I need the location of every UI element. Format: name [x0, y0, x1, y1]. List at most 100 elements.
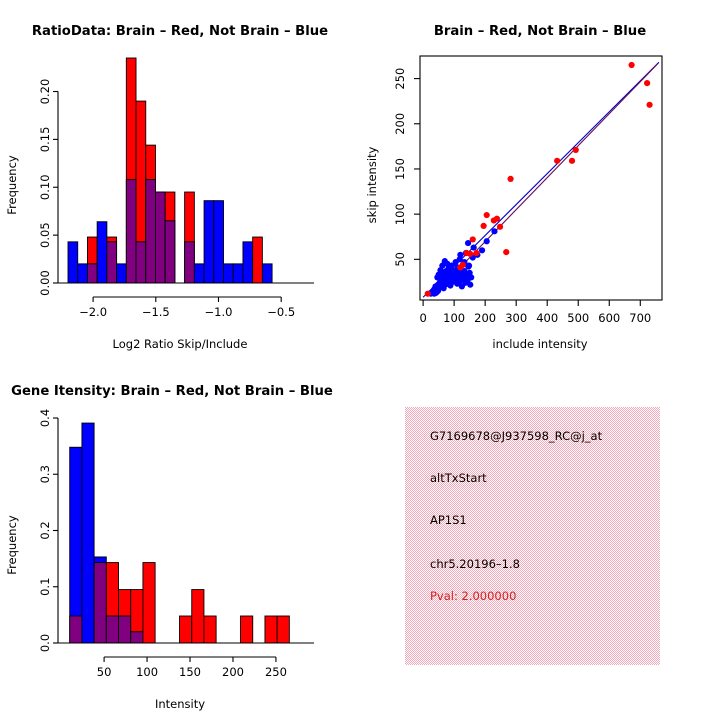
ratio-bar-overlap: [164, 220, 176, 284]
gene-y-tick-label: 0.1: [38, 578, 52, 596]
scatter-point: [434, 287, 442, 295]
ratio-y-tick-label: 0.10: [38, 174, 52, 200]
panel-gene-intensity-histogram: Gene Itensity: Brain – Red, Not Brain – …: [0, 360, 360, 720]
ratio-y-tick-label: 0.15: [38, 127, 52, 153]
scatter-point: [628, 61, 635, 69]
scatter-point: [465, 262, 473, 269]
scatter-x-tick-label: 600: [598, 311, 620, 325]
ratio-bar: [242, 241, 254, 284]
ratio-bar: [213, 200, 224, 284]
scatter-point: [459, 261, 466, 268]
gene-x-axis-label: Intensity: [155, 697, 205, 711]
ratio-bar: [261, 263, 273, 284]
gene-x-tick-label: 100: [136, 665, 158, 679]
gene-x-tick-label: 250: [265, 665, 287, 679]
gene-y-tick-label: 0.4: [38, 409, 52, 427]
ratio-bar-overlap: [135, 241, 147, 284]
info-event-type: altTxStart: [430, 471, 487, 485]
info-gene-symbol: AP1S1: [430, 513, 467, 527]
scatter-point: [572, 146, 579, 154]
ratio-y-tick-label: 0.00: [38, 270, 52, 296]
ratio-histogram-svg: RatioData: Brain – Red, Not Brain – Blue…: [5, 24, 328, 351]
panel-annotation-info: G7169678@J937598_RC@j_at altTxStart AP1S…: [360, 360, 720, 720]
ratio-histogram-title: RatioData: Brain – Red, Not Brain – Blue: [32, 24, 328, 39]
gene-bar: [203, 615, 217, 644]
ratio-bar: [232, 263, 244, 284]
ratio-bar: [193, 263, 205, 284]
info-pval: Pval: 2.000000: [430, 589, 516, 603]
scatter-point: [554, 157, 561, 164]
ratio-bar-overlap: [106, 241, 118, 284]
ratio-bar-overlap: [125, 179, 137, 284]
gene-bar-overlap: [69, 615, 83, 644]
gene-bar: [240, 615, 254, 644]
ratio-x-tick-label: −1.0: [205, 305, 233, 319]
scatter-point: [493, 215, 501, 222]
gene-y-tick-label: 0.2: [38, 521, 52, 539]
info-probe-id: G7169678@J937598_RC@j_at: [430, 429, 603, 443]
ratio-y-tick-label: 0.20: [38, 79, 52, 105]
scatter-point: [478, 247, 486, 254]
panel-ratio-histogram: RatioData: Brain – Red, Not Brain – Blue…: [0, 0, 360, 360]
ratio-bar-overlap: [184, 241, 195, 284]
gene-plot-area: 0.0 0.1 0.2 0.3 0.4 50 100 150 200 250: [38, 409, 314, 679]
scatter-point: [496, 223, 504, 230]
scatter-point: [480, 222, 487, 229]
scatter-point: [467, 250, 474, 258]
scatter-x-tick-label: 300: [505, 311, 527, 325]
scatter-point: [467, 281, 474, 288]
ratio-plot-area: 0.00 0.05 0.10 0.15 0.20 −2.0 −1.5 −1.0 −0.5: [38, 57, 314, 319]
scatter-point: [464, 239, 472, 247]
scatter-title: Brain – Red, Not Brain – Blue: [434, 24, 646, 39]
gene-bar-overlap: [130, 631, 144, 644]
gene-bar: [179, 615, 193, 644]
gene-x-tick-label: 200: [222, 665, 244, 679]
scatter-plot-area: 0 100 200 300 400 500 600 700 50 100 150 200 250: [393, 55, 663, 325]
gene-y-tick-label: 0.3: [38, 465, 52, 483]
ratio-bar: [77, 263, 88, 284]
scatter-point: [644, 80, 651, 87]
scatter-point: [507, 175, 514, 183]
info-box-background: [405, 407, 660, 665]
scatter-x-tick-label: 400: [536, 311, 558, 325]
ratio-bar-overlap: [86, 263, 98, 284]
scatter-y-axis-label: skip intensity: [365, 146, 379, 223]
scatter-y-tick-label: 250: [393, 68, 407, 90]
ratio-bar: [203, 200, 215, 284]
scatter-x-tick-label: 200: [474, 311, 496, 325]
ratio-y-axis-label: Frequency: [5, 155, 19, 215]
scatter-y-tick-label: 50: [393, 252, 407, 267]
gene-y-axis-label: Frequency: [5, 515, 19, 575]
scatter-frame: [419, 55, 663, 301]
annotation-info-svg: G7169678@J937598_RC@j_at altTxStart AP1S…: [405, 407, 660, 665]
ratio-x-axis-label: Log2 Ratio Skip/Include: [113, 337, 248, 351]
ratio-bar: [252, 236, 263, 284]
scatter-inner: [422, 61, 660, 298]
gene-bar: [264, 615, 278, 644]
scatter-y-tick-label: 150: [393, 158, 407, 180]
scatter-point: [491, 228, 498, 235]
ratio-x-tick-label: −0.5: [267, 305, 295, 319]
gene-x-tick-label: 150: [179, 665, 201, 679]
scatter-point: [469, 236, 476, 243]
scatter-point: [470, 244, 477, 251]
gene-bar: [81, 422, 95, 644]
gene-bar: [69, 446, 83, 644]
gene-bar: [276, 615, 290, 644]
scatter-x-tick-label: 0: [419, 311, 426, 325]
gene-bar: [142, 562, 156, 644]
intensity-scatter-svg: Brain – Red, Not Brain – Blue skip inten…: [365, 24, 663, 351]
scatter-x-axis-label: include intensity: [492, 337, 587, 351]
ratio-bar: [96, 221, 108, 284]
gene-histogram-svg: Gene Itensity: Brain – Red, Not Brain – …: [5, 384, 333, 711]
scatter-point: [444, 260, 451, 267]
ratio-x-tick-label: −1.5: [142, 305, 170, 319]
gene-bar-overlap: [105, 615, 119, 644]
scatter-x-tick-label: 100: [443, 311, 465, 325]
scatter-x-tick-label: 500: [567, 311, 589, 325]
gene-bar-overlap: [93, 562, 107, 644]
scatter-point: [456, 256, 463, 263]
scatter-point: [457, 251, 464, 258]
gene-y-tick-label: 0.0: [38, 634, 52, 652]
